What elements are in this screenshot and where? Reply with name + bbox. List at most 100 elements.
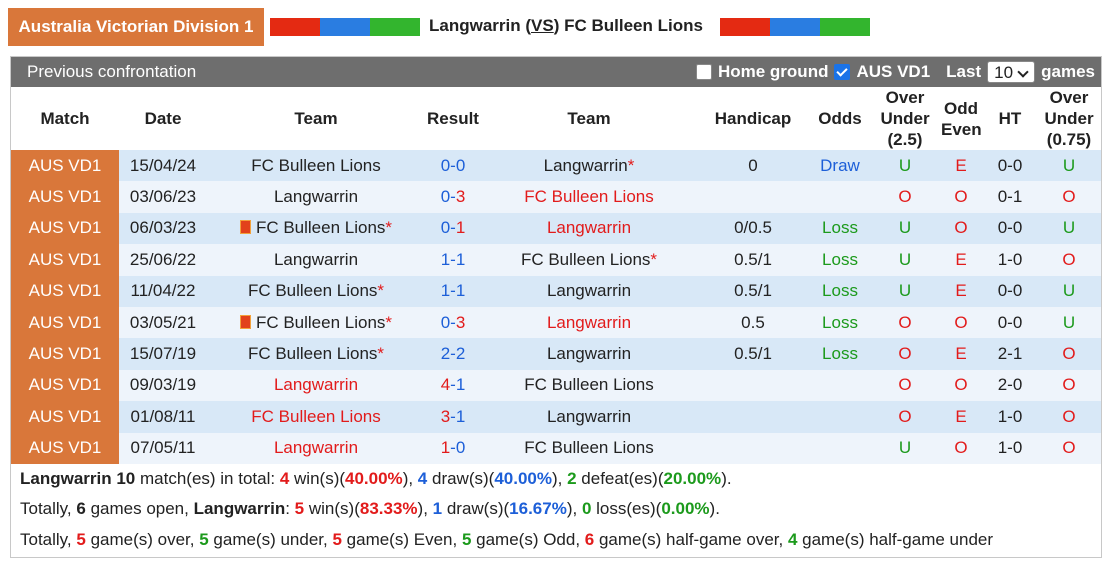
home-team: FC Bulleen Lions (247, 281, 378, 301)
summary-text: Totally, (20, 529, 77, 549)
ht-cell: 1-0 (983, 401, 1037, 433)
summary-text: 5 (332, 529, 342, 549)
handicap-cell: 0 (697, 150, 809, 182)
home-team: Langwarrin (273, 438, 359, 458)
score-cell: 0-0 (425, 150, 481, 182)
away-team-cell: Langwarrin (481, 401, 697, 433)
neutral-mark: * (377, 281, 385, 301)
column-header: Handicap (714, 109, 792, 128)
away-team-cell: Langwarrin (481, 338, 697, 370)
ou2-cell: O (1037, 432, 1101, 464)
panel-title: Previous confrontation (27, 62, 197, 81)
row: AUS VD1 03/05/21 FC Bulleen Lions* 0-3 Langw… (11, 306, 1101, 339)
oe-cell: E (939, 338, 983, 370)
match-cell: AUS VD1 (11, 244, 119, 276)
checkbox[interactable] (834, 64, 851, 80)
home-team: Langwarrin ( (429, 16, 532, 35)
summary-text: 6 (584, 529, 595, 549)
match-cell: AUS VD1 (11, 212, 119, 245)
home-team: Langwarrin (273, 375, 359, 395)
summary-text: 4 (279, 468, 290, 488)
away-team-cell: Langwarrin* (481, 150, 697, 182)
away-goals: 0 (455, 155, 466, 175)
away-team-cell: FC Bulleen Lions (481, 432, 697, 464)
row: AUS VD1 07/05/11 Langwarrin 1-0 FC Bulleen L… (11, 432, 1101, 464)
neutral-mark: * (385, 312, 393, 332)
home-team-cell: FC Bulleen Lions (207, 401, 425, 433)
match-title: Langwarrin (VS) FC Bulleen Lions (429, 16, 703, 36)
league-filter-label[interactable]: AUS VD1 (856, 62, 931, 81)
away-team-cell: FC Bulleen Lions (481, 181, 697, 213)
row: AUS VD1 03/06/23 Langwarrin 0-3 FC Bulleen L… (11, 181, 1101, 213)
checkbox[interactable] (695, 64, 712, 80)
home-team-cell: FC Bulleen Lions (207, 150, 425, 182)
away-goals: 3 (455, 312, 466, 332)
summary-text: game(s) Odd, (471, 529, 585, 549)
summary-text: Langwarrin (193, 499, 286, 519)
away-team-cell: Langwarrin (481, 275, 697, 307)
home-goals: 1 (440, 249, 451, 269)
row: AUS VD1 06/03/23 FC Bulleen Lions* 0-1 Langw… (11, 212, 1101, 245)
ou2-cell: U (1037, 150, 1101, 182)
handicap-cell (697, 369, 809, 402)
date-cell: 11/04/22 (119, 275, 207, 307)
home-ground-label[interactable]: Home ground (717, 62, 829, 81)
home-goals: 2 (440, 344, 451, 364)
home-team-cell: Langwarrin (207, 181, 425, 213)
score-cell: 1-0 (425, 432, 481, 464)
date-cell: 25/06/22 (119, 244, 207, 276)
summary-text: ), (566, 499, 582, 519)
summary-text: game(s) Even, (341, 529, 462, 549)
row: AUS VD1 25/06/22 Langwarrin 1-1 FC Bulleen L… (11, 244, 1101, 276)
ht-cell: 0-0 (983, 150, 1037, 182)
oe-cell: E (939, 275, 983, 307)
ht-cell: 0-0 (983, 275, 1037, 307)
away-team: FC Bulleen Lions (524, 438, 654, 458)
handicap-cell (697, 181, 809, 213)
away-team: Langwarrin (546, 218, 632, 238)
toolbar: Previous confrontation Home ground AUS V… (11, 57, 1101, 87)
row: AUS VD1 01/08/11 FC Bulleen Lions 3-1 Langwa… (11, 401, 1101, 433)
match-cell: AUS VD1 (11, 181, 119, 213)
summary-text: 5 (199, 529, 209, 549)
away-goals: 1 (455, 218, 466, 238)
away-goals: 1 (455, 249, 466, 269)
ou2-cell: O (1037, 338, 1101, 370)
row: AUS VD1 15/07/19 FC Bulleen Lions* 2-2 Langw… (11, 338, 1101, 370)
column-header: Odds (818, 109, 862, 128)
handicap-cell: 0.5/1 (697, 338, 809, 370)
odds-cell: Loss (809, 244, 871, 276)
summary-text: 1 (432, 499, 443, 519)
home-team: FC Bulleen Lions (255, 218, 386, 238)
away-team: FC Bulleen Lions (524, 375, 654, 395)
ou-cell: O (871, 401, 939, 433)
count-select[interactable]: 10 (987, 61, 1036, 83)
date-cell: 15/04/24 (119, 150, 207, 182)
column-header: Odd Even (941, 98, 982, 139)
away-goals: 1 (455, 281, 466, 301)
away-team: Langwarrin (543, 155, 628, 175)
ou2-cell: O (1037, 369, 1101, 402)
odds-cell: Loss (809, 338, 871, 370)
summary-text: 6 (76, 499, 86, 519)
summary-text: win(s)( (289, 468, 346, 488)
handicap-cell (697, 401, 809, 433)
home-goals: 0 (440, 218, 451, 238)
handicap-cell (697, 432, 809, 464)
summary-text: loss(es)( (591, 499, 662, 519)
summary: Langwarrin 10 match(es) in total: 4 win(… (11, 464, 1101, 556)
oe-cell: O (939, 432, 983, 464)
away-goals: 1 (455, 406, 466, 426)
score-separator: - (450, 406, 456, 426)
summary-text: ). (721, 468, 732, 488)
summary-text: 0 (581, 499, 592, 519)
flag-icon (239, 220, 251, 235)
home-team-cell: FC Bulleen Lions* (207, 275, 425, 307)
summary-text: game(s) half-game over, (594, 529, 788, 549)
column-header: Result (427, 109, 479, 128)
odds-cell: Draw (809, 150, 871, 182)
odds-cell (809, 401, 871, 433)
summary-text: win(s)( (304, 499, 360, 519)
neutral-mark: * (627, 155, 635, 175)
ht-cell: 2-1 (983, 338, 1037, 370)
